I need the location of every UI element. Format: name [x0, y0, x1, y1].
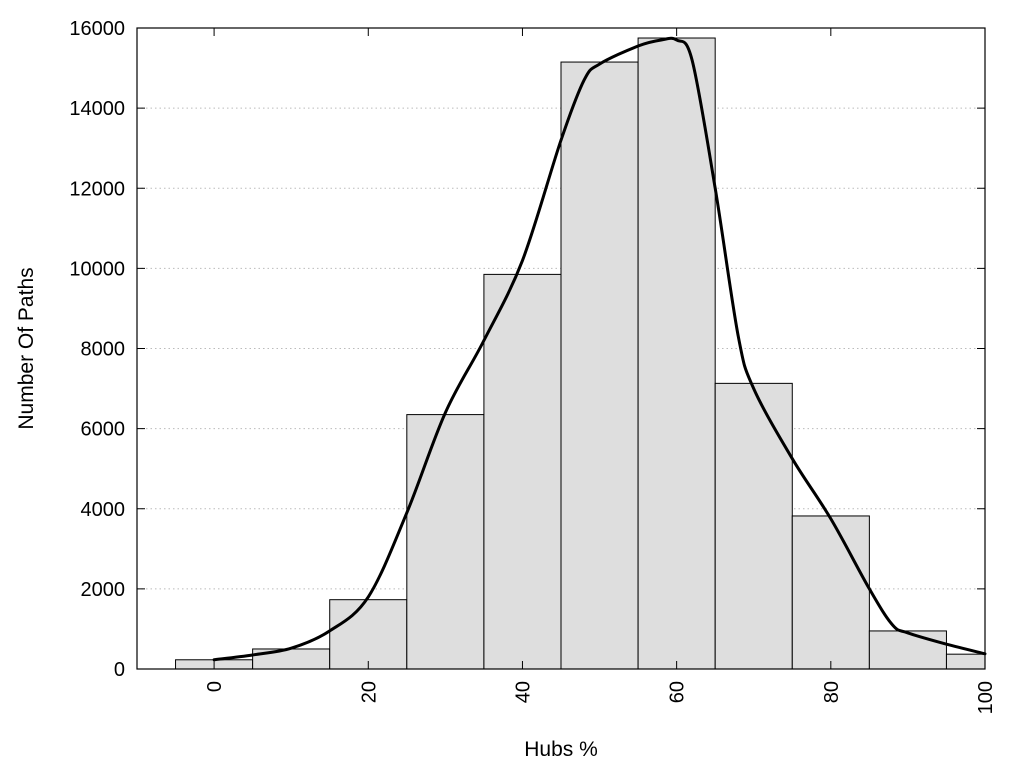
- bar-30: [406, 414, 485, 670]
- x-tick-label: 60: [667, 681, 689, 703]
- bar-50: [560, 61, 639, 670]
- y-tick-label: 0: [114, 659, 125, 681]
- y-tick-label: 2000: [81, 579, 126, 601]
- x-axis-ticks: 0 20 40 60 80 100: [204, 28, 997, 714]
- y-tick-label: 16000: [69, 18, 125, 40]
- y-tick-label: 4000: [81, 499, 126, 521]
- bars: [175, 37, 986, 670]
- x-tick-label: 20: [358, 681, 380, 703]
- bar-80: [791, 515, 870, 670]
- y-tick-label: 6000: [81, 419, 126, 441]
- y-axis-ticks: 0 2000 4000 6000 8000 10000 12000 14000 16000: [69, 18, 985, 681]
- bar-20: [329, 599, 408, 670]
- bar-90: [868, 630, 947, 670]
- x-tick-label: 40: [512, 681, 534, 703]
- bar-60: [637, 37, 716, 670]
- x-axis-label: Hubs %: [524, 738, 598, 761]
- y-tick-label: 8000: [81, 339, 126, 361]
- x-tick-label: 80: [821, 681, 843, 703]
- bar-100: [945, 653, 986, 670]
- y-tick-label: 12000: [69, 178, 125, 200]
- bar-70: [714, 382, 793, 670]
- y-tick-label: 10000: [69, 258, 125, 280]
- bar-40: [483, 273, 562, 670]
- y-tick-label: 14000: [69, 98, 125, 120]
- y-axis-label: Number Of Paths: [15, 267, 38, 429]
- density-curve: [212, 36, 987, 662]
- x-tick-label: 0: [204, 681, 226, 692]
- x-tick-label: 100: [975, 681, 997, 714]
